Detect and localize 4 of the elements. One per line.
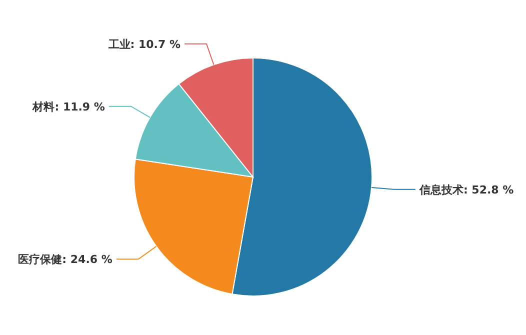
- slice-label: 工业: 10.7 %: [107, 38, 180, 51]
- slice-label: 医疗保健: 24.6 %: [18, 253, 112, 266]
- slice-label: 信息技术: 52.8 %: [418, 183, 514, 196]
- slice-label: 材料: 11.9 %: [32, 100, 105, 114]
